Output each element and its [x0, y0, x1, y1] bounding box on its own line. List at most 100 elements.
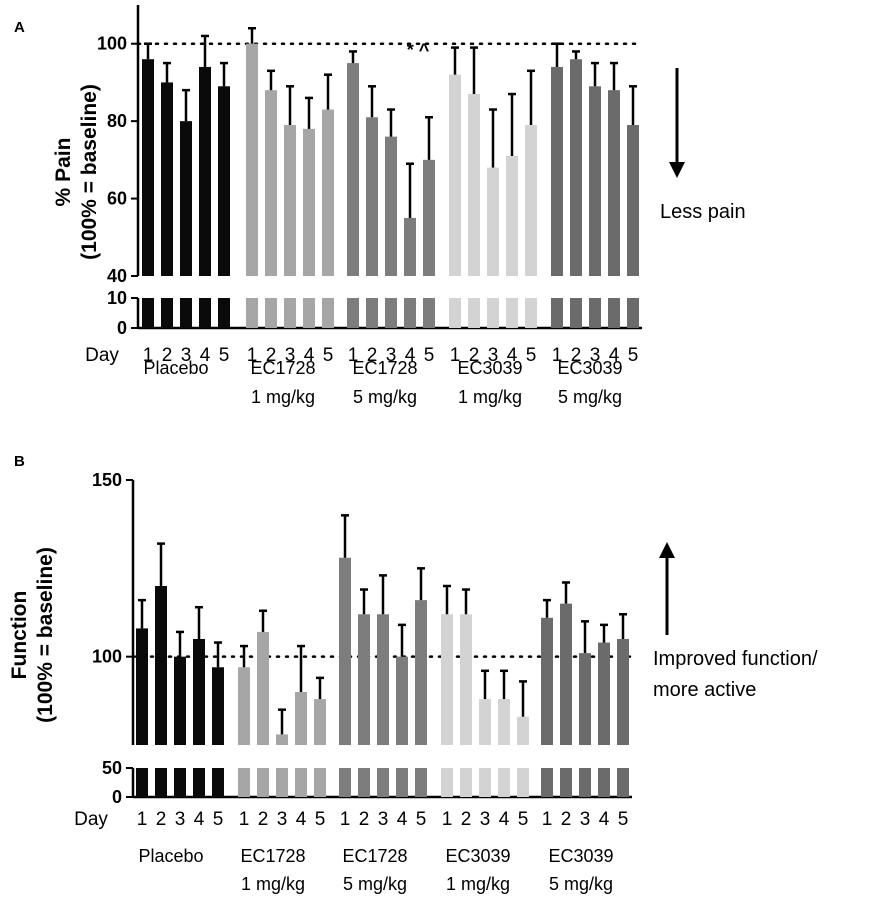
- day-tick-label: 4: [200, 345, 211, 366]
- bar-lower-segment: [468, 298, 480, 328]
- day-tick-label: 2: [156, 809, 167, 830]
- bar-lower-segment: [460, 768, 472, 797]
- bar: [303, 128, 315, 276]
- day-tick-label: 3: [277, 809, 288, 830]
- bar-lower-segment: [506, 298, 518, 328]
- bar: [142, 59, 154, 277]
- bar-lower-segment: [423, 298, 435, 328]
- group-dose-label: 5 mg/kg: [558, 387, 622, 407]
- day-tick-label: 2: [359, 809, 370, 830]
- bar-lower-segment: [347, 298, 359, 328]
- bar-lower-segment: [441, 768, 453, 797]
- day-tick-label: 4: [499, 809, 510, 830]
- group-label: EC3039: [557, 358, 622, 378]
- significance-annotation: * ^: [407, 40, 430, 60]
- day-tick-label: 3: [386, 345, 397, 366]
- bar-lower-segment: [199, 298, 211, 328]
- bar-lower-segment: [142, 298, 154, 328]
- bar: [238, 667, 250, 745]
- y-tick-label: 60: [107, 189, 127, 209]
- y-tick-label: 80: [107, 111, 127, 131]
- bar-lower-segment: [322, 298, 334, 328]
- bar: [347, 63, 359, 277]
- day-tick-label: 1: [143, 345, 154, 366]
- bar: [284, 125, 296, 276]
- y-tick-label: 100: [92, 647, 122, 667]
- y-axis-label: % Pain: [52, 138, 75, 207]
- y-tick-label: 50: [102, 758, 122, 778]
- bar: [161, 82, 173, 276]
- group-label: EC1728: [240, 846, 305, 866]
- bar-lower-segment: [257, 768, 269, 797]
- day-tick-label: 1: [247, 345, 258, 366]
- group-dose-label: 1 mg/kg: [241, 874, 305, 894]
- bar-lower-segment: [598, 768, 610, 797]
- group-label: Placebo: [138, 846, 203, 866]
- bar: [136, 628, 148, 745]
- bar: [377, 614, 389, 745]
- bar: [449, 74, 461, 276]
- group-label: EC1728: [342, 846, 407, 866]
- bar: [423, 159, 435, 276]
- bar: [396, 656, 408, 745]
- group-label: EC1728: [250, 358, 315, 378]
- bar: [339, 557, 351, 745]
- bar-lower-segment: [449, 298, 461, 328]
- day-tick-label: 4: [397, 809, 408, 830]
- day-tick-label: 5: [424, 345, 435, 366]
- group-dose-label: 5 mg/kg: [549, 874, 613, 894]
- day-tick-label: 1: [340, 809, 351, 830]
- day-tick-label: 3: [590, 345, 601, 366]
- bar: [404, 217, 416, 276]
- day-tick-label: 2: [266, 345, 277, 366]
- day-tick-label: 2: [571, 345, 582, 366]
- bar: [295, 692, 307, 745]
- bar: [551, 66, 563, 276]
- day-tick-label: 5: [315, 809, 326, 830]
- side-note: Less pain: [660, 201, 746, 223]
- y-tick-label: 10: [107, 288, 127, 308]
- bar-lower-segment: [180, 298, 192, 328]
- bar: [366, 117, 378, 277]
- bar: [246, 43, 258, 276]
- bar: [541, 617, 553, 745]
- bar: [265, 90, 277, 277]
- bar: [517, 716, 529, 745]
- bar-lower-segment: [366, 298, 378, 328]
- panel-letter: B: [14, 453, 25, 470]
- bar-lower-segment: [560, 768, 572, 797]
- day-tick-label: 1: [552, 345, 563, 366]
- bar: [441, 614, 453, 745]
- side-note: Improved function/: [653, 648, 818, 670]
- day-tick-label: 1: [239, 809, 250, 830]
- day-tick-label: 5: [416, 809, 427, 830]
- day-tick-label: 1: [348, 345, 359, 366]
- bar: [506, 155, 518, 276]
- bar-lower-segment: [551, 298, 563, 328]
- bar: [468, 94, 480, 277]
- bar: [174, 656, 186, 745]
- group-dose-label: 1 mg/kg: [458, 387, 522, 407]
- day-tick-label: 1: [450, 345, 461, 366]
- day-tick-label: 4: [304, 345, 315, 366]
- day-tick-label: 5: [618, 809, 629, 830]
- bar-lower-segment: [498, 768, 510, 797]
- bar-lower-segment: [155, 768, 167, 797]
- day-tick-label: 3: [488, 345, 499, 366]
- bar: [199, 66, 211, 276]
- x-axis-label: Day: [85, 345, 119, 366]
- day-tick-label: 4: [296, 809, 307, 830]
- group-dose-label: 5 mg/kg: [353, 387, 417, 407]
- arrow-head-down: [669, 162, 685, 178]
- bar: [560, 603, 572, 745]
- bar-lower-segment: [314, 768, 326, 797]
- day-tick-label: 1: [542, 809, 553, 830]
- bar-lower-segment: [295, 768, 307, 797]
- bar-lower-segment: [385, 298, 397, 328]
- day-tick-label: 4: [507, 345, 518, 366]
- bar-lower-segment: [284, 298, 296, 328]
- bar: [479, 699, 491, 745]
- bar-lower-segment: [339, 768, 351, 797]
- bar: [180, 121, 192, 277]
- bar: [589, 86, 601, 276]
